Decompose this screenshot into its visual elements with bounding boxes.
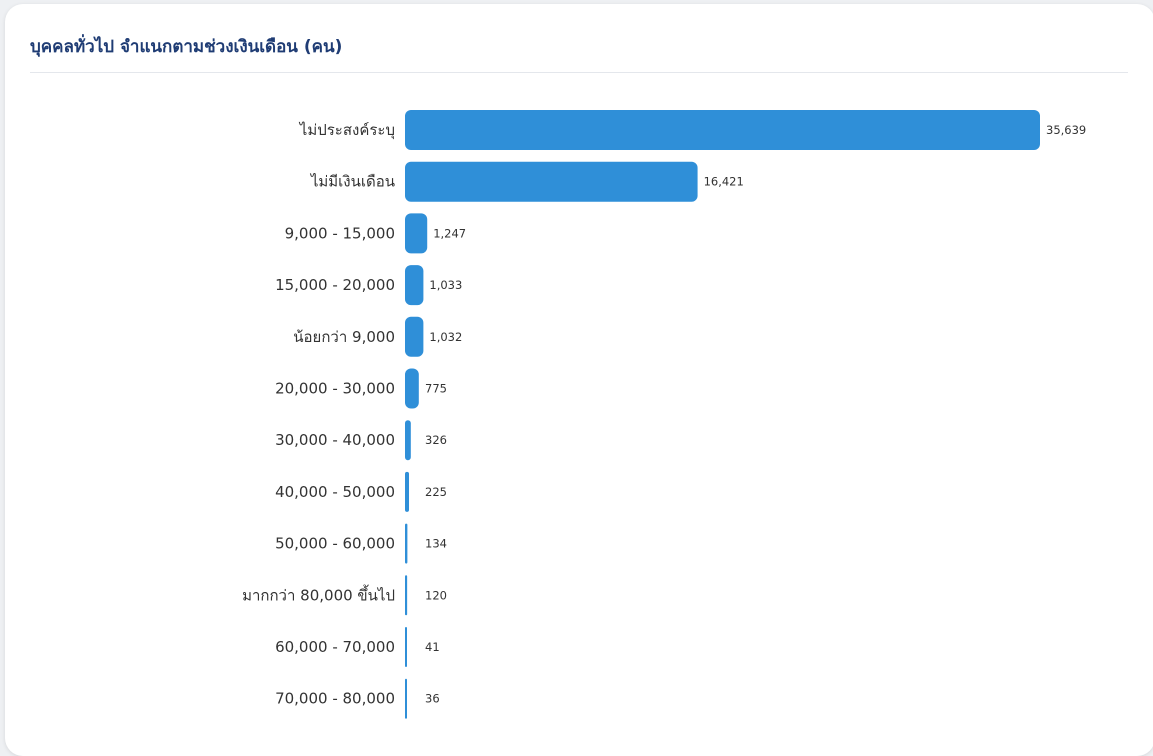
bar[interactable]: [405, 420, 411, 461]
chart-title: บุคคลทั่วไป จำแนกตามช่วงเงินเดือน (คน): [30, 37, 343, 57]
title-divider: [30, 72, 1128, 73]
bar[interactable]: [405, 110, 1040, 150]
value-label: 16,421: [704, 175, 744, 189]
category-label: ไม่มีเงินเดือน: [310, 173, 395, 191]
category-label: น้อยกว่า 9,000: [293, 328, 395, 346]
category-label: มากกว่า 80,000 ขึ้นไป: [242, 584, 395, 604]
value-label: 1,032: [429, 330, 462, 344]
category-label: 20,000 - 30,000: [275, 380, 395, 398]
category-label: 70,000 - 80,000: [275, 690, 395, 708]
value-label: 1,247: [433, 226, 466, 240]
category-label: 9,000 - 15,000: [285, 224, 395, 242]
category-label: 30,000 - 40,000: [275, 431, 395, 449]
value-label: 225: [425, 485, 447, 499]
category-label: 40,000 - 50,000: [275, 483, 395, 501]
value-label: 35,639: [1046, 123, 1086, 137]
category-label: ไม่ประสงค์ระบุ: [299, 121, 395, 140]
bar[interactable]: [405, 316, 424, 357]
category-label: 50,000 - 60,000: [275, 535, 395, 553]
bar[interactable]: [405, 265, 424, 306]
bar[interactable]: [405, 523, 408, 564]
value-label: 134: [425, 537, 447, 551]
bar[interactable]: [405, 575, 408, 616]
category-label: 60,000 - 70,000: [275, 638, 395, 656]
bar[interactable]: [405, 678, 407, 719]
bar[interactable]: [405, 161, 698, 202]
value-label: 775: [425, 382, 447, 396]
bar[interactable]: [405, 471, 410, 512]
bar[interactable]: [405, 368, 419, 409]
value-label: 120: [425, 588, 447, 602]
value-label: 326: [425, 433, 447, 447]
category-label: 15,000 - 20,000: [275, 276, 395, 294]
value-label: 41: [425, 640, 440, 654]
bar[interactable]: [405, 213, 428, 254]
value-label: 36: [425, 692, 440, 706]
bar[interactable]: [405, 627, 407, 667]
value-label: 1,033: [429, 278, 462, 292]
